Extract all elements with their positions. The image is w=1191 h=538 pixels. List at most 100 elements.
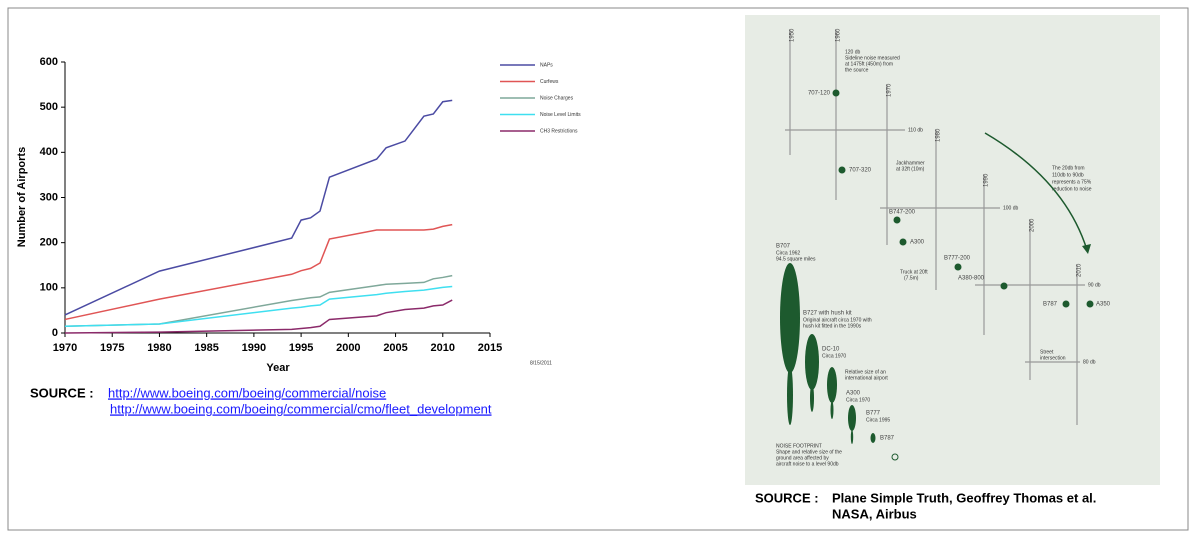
footprint-label: DC-10	[822, 347, 840, 353]
series-line	[64, 223, 453, 321]
footprint-label: Circa 1962	[776, 250, 800, 256]
footprint	[850, 430, 854, 444]
footprint-label: B707	[776, 244, 791, 250]
source-text: Plane Simple Truth, Geoffrey Thomas et a…	[832, 490, 1096, 505]
x-tick-label: 2010	[431, 342, 455, 354]
footprint	[780, 263, 800, 373]
y-tick-label: 0	[52, 327, 58, 339]
level-label: 100 db	[1003, 205, 1019, 211]
series-line	[64, 285, 453, 327]
aircraft-label: A350	[1096, 302, 1111, 308]
note: the source	[845, 67, 869, 73]
decade-label: 1980	[936, 128, 942, 142]
aircraft-dot	[1062, 300, 1070, 308]
note: reduction to noise	[1052, 186, 1092, 192]
footprint-label: Shape and relative size of the	[776, 449, 842, 455]
source-link[interactable]: http://www.boeing.com/boeing/commercial/…	[110, 401, 492, 416]
arrow-head	[1082, 244, 1091, 254]
footprint-label: B787	[880, 436, 895, 442]
footprint-label: Relative size of an	[845, 369, 886, 375]
footprint-label: hush kit fitted in the 1990s	[803, 323, 862, 329]
footprint	[891, 453, 899, 461]
footprint-label: Original aircraft circa 1970 with	[803, 317, 872, 323]
aircraft-label: A380-800	[958, 276, 985, 282]
series-line	[64, 274, 453, 327]
legend-label: Noise Level Limits	[540, 112, 581, 118]
footprint	[830, 401, 834, 419]
x-tick-label: 2005	[383, 342, 407, 354]
aircraft-label: B747-200	[889, 210, 916, 216]
footprint	[805, 334, 819, 390]
aircraft-label: B777-200	[944, 256, 971, 262]
aircraft-label: A300	[910, 240, 925, 246]
x-tick-label: 1995	[289, 342, 313, 354]
aircraft-dot	[899, 238, 907, 246]
footprint-label: A300	[846, 391, 861, 397]
note: at 32ft (10m)	[896, 166, 925, 172]
line-chart: Number of Airports Year 8/15/2011 0 100 20…	[16, 56, 581, 374]
note: Street	[1040, 349, 1054, 355]
note: Jackhammer	[896, 160, 925, 166]
timeline-lines	[785, 30, 1085, 425]
arrow	[984, 132, 1088, 251]
aircraft-label: B787	[1043, 302, 1058, 308]
decade-label: 2000	[1030, 218, 1036, 232]
footprint-label: Circa 1970	[846, 397, 870, 403]
footprint-label: Circa 1970	[822, 353, 846, 359]
footprint-label: B727 with hush kit	[803, 311, 852, 317]
aircraft-dot	[954, 263, 962, 271]
diagram-background	[745, 15, 1160, 485]
decade-label: 1950	[790, 28, 796, 42]
source-label: SOURCE :	[755, 490, 819, 505]
aircraft-dot	[838, 166, 846, 174]
y-tick-label: 200	[40, 237, 58, 249]
legend-label: CH3 Restrictions	[540, 128, 578, 134]
y-axis-label: Number of Airports	[16, 147, 28, 247]
note: The 20db from	[1052, 165, 1085, 171]
note: at 1475ft (450m) from	[845, 61, 893, 67]
series-line	[64, 299, 453, 334]
y-tick-label: 500	[40, 101, 58, 113]
right-source: SOURCE : Plane Simple Truth, Geoffrey Th…	[755, 490, 1096, 521]
noise-footprints	[780, 263, 899, 461]
note: Truck at 20ft	[900, 269, 928, 275]
footprint-label: international airport	[845, 375, 888, 381]
level-label: 110 db	[908, 127, 923, 133]
y-tick-label: 300	[40, 191, 58, 203]
decade-label: 2010	[1077, 263, 1083, 277]
footprint	[848, 405, 856, 431]
y-tick-label: 400	[40, 146, 58, 158]
series-line	[64, 99, 453, 316]
note: represents a 75%	[1052, 179, 1092, 185]
aircraft-dot	[832, 89, 840, 97]
y-tick-label: 600	[40, 56, 58, 68]
x-tick-label: 2000	[336, 342, 360, 354]
decade-label: 1970	[887, 83, 893, 97]
footprint	[827, 367, 837, 403]
legend-label: Curfews	[540, 79, 559, 85]
x-tick-label: 2015	[478, 342, 502, 354]
footprint-label: B777	[866, 411, 881, 417]
date-note: 8/15/2011	[530, 360, 552, 366]
aircraft-dot	[893, 216, 901, 224]
footprint-label: Circa 1995	[866, 417, 890, 423]
footprint	[787, 365, 793, 425]
note: 110db to 90db	[1052, 172, 1084, 178]
legend-label: NAPs	[540, 62, 553, 68]
aircraft-label: 707-320	[849, 168, 872, 174]
aircraft-dots	[832, 89, 1094, 308]
aircraft-label: 707-120	[808, 91, 831, 97]
aircraft-dot	[1000, 282, 1008, 290]
footprint-label: aircraft noise to a level 90db	[776, 461, 839, 467]
x-tick-label: 1975	[100, 342, 124, 354]
source-text: NASA, Airbus	[832, 506, 917, 521]
source-link[interactable]: http://www.boeing.com/boeing/commercial/…	[108, 385, 386, 400]
note: (7.5m)	[904, 275, 919, 281]
footprint	[810, 384, 814, 412]
x-tick-label: 1980	[147, 342, 171, 354]
x-tick-label: 1985	[194, 342, 218, 354]
footprint-label: NOISE FOOTPRINT	[776, 443, 822, 449]
note: Sideline noise measured	[845, 55, 900, 61]
footprint-label: 94.5 square miles	[776, 256, 816, 262]
